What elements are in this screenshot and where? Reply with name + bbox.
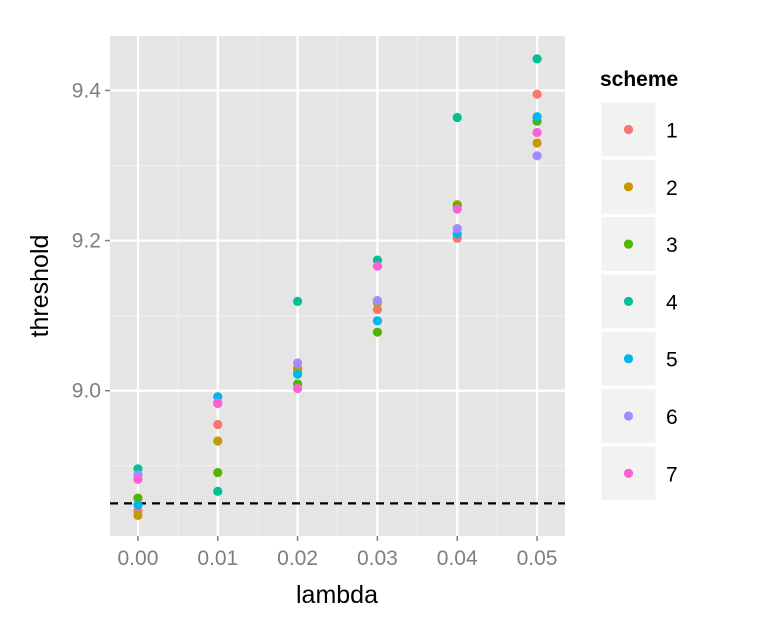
legend-key-dot xyxy=(623,411,634,421)
legend-key-dot xyxy=(623,239,634,249)
data-point-scheme-5 xyxy=(292,369,303,379)
legend-label-scheme-7: 7 xyxy=(666,463,678,486)
data-point-scheme-4 xyxy=(213,486,223,496)
legend-label-scheme-2: 2 xyxy=(666,177,678,200)
data-point-scheme-3 xyxy=(213,467,223,478)
legend-label-scheme-5: 5 xyxy=(666,349,678,372)
y-axis-title: threshold xyxy=(26,235,54,338)
data-point-scheme-7 xyxy=(452,204,462,214)
data-point-scheme-5 xyxy=(532,112,542,122)
x-tick-label: 0.01 xyxy=(197,547,238,570)
x-tick-label: 0.00 xyxy=(118,547,159,570)
y-tick-label: 9.0 xyxy=(72,380,101,403)
data-point-scheme-3 xyxy=(372,327,383,337)
legend-key-dot xyxy=(623,354,634,364)
x-tick-label: 0.02 xyxy=(277,547,318,570)
data-point-scheme-6 xyxy=(452,223,462,234)
data-point-scheme-3 xyxy=(133,493,143,503)
grid-lines xyxy=(110,36,565,536)
data-point-scheme-6 xyxy=(532,151,542,161)
legend: scheme 1 2 3 4 5 6 7 xyxy=(600,68,678,502)
legend-label-scheme-6: 6 xyxy=(666,406,678,429)
legend-title: scheme xyxy=(600,68,678,91)
legend-label-scheme-4: 4 xyxy=(666,291,678,314)
data-points xyxy=(133,54,542,520)
data-point-scheme-2 xyxy=(133,510,143,520)
data-point-scheme-5 xyxy=(372,316,383,326)
data-point-scheme-1 xyxy=(372,305,383,315)
data-point-scheme-7 xyxy=(133,474,143,484)
x-tick-label: 0.03 xyxy=(357,547,398,570)
data-point-scheme-7 xyxy=(292,383,303,394)
data-point-scheme-4 xyxy=(532,54,542,64)
x-tick-label: 0.05 xyxy=(517,547,558,570)
data-point-scheme-2 xyxy=(213,436,223,446)
legend-label-scheme-3: 3 xyxy=(666,234,678,257)
x-tick-label: 0.04 xyxy=(437,547,478,570)
y-tick-label: 9.2 xyxy=(72,230,101,253)
legend-key-dot xyxy=(623,468,634,478)
y-tick-label: 9.4 xyxy=(72,79,102,102)
legend-key-dot xyxy=(623,124,634,135)
data-point-scheme-7 xyxy=(372,261,383,271)
data-point-scheme-7 xyxy=(213,398,223,409)
y-axis: 9.0 9.2 9.4 xyxy=(72,79,110,403)
data-point-scheme-4 xyxy=(292,296,303,306)
data-point-scheme-1 xyxy=(532,89,542,99)
data-point-scheme-6 xyxy=(292,358,303,368)
data-point-scheme-4 xyxy=(452,112,462,123)
x-axis-title: lambda xyxy=(296,581,378,609)
data-point-scheme-1 xyxy=(213,419,223,430)
data-point-scheme-6 xyxy=(372,296,383,306)
data-point-scheme-5 xyxy=(133,500,143,510)
legend-label-scheme-1: 1 xyxy=(666,120,678,143)
legend-key-dot xyxy=(623,182,634,192)
legend-key-dot xyxy=(623,296,634,306)
data-point-scheme-7 xyxy=(532,127,542,138)
x-axis: 0.00 0.01 0.02 0.03 0.04 0.05 xyxy=(118,536,558,570)
data-point-scheme-2 xyxy=(532,138,542,148)
